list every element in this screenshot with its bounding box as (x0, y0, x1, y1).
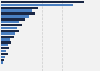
Bar (0, 47, 9, 49)
Bar (0, 64, 1, 67)
Bar (0, 9, 32, 12)
Bar (0, 67, 1, 70)
Bar (0, 41, 11, 44)
Bar (0, 24, 22, 26)
Bar (0, 50, 6, 52)
Bar (0, 32, 14, 35)
Bar (0, 56, 5, 58)
Bar (0, 38, 10, 41)
Bar (0, 12, 35, 15)
Bar (0, 36, 14, 38)
Bar (0, 27, 17, 29)
Bar (0, 53, 7, 55)
Bar (0, 59, 4, 61)
Bar (0, 44, 8, 46)
Bar (0, 21, 20, 23)
Bar (0, 61, 3, 64)
Bar (0, 7, 38, 9)
Bar (0, 30, 19, 32)
Bar (0, 4, 73, 6)
Bar (0, 18, 25, 21)
Bar (0, 1, 84, 3)
Bar (0, 15, 29, 18)
